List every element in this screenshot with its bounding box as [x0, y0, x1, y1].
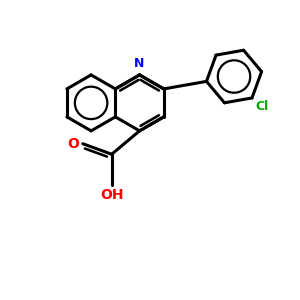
- Text: Cl: Cl: [256, 100, 269, 113]
- Text: O: O: [68, 137, 79, 151]
- Text: N: N: [134, 57, 145, 70]
- Text: OH: OH: [100, 188, 124, 202]
